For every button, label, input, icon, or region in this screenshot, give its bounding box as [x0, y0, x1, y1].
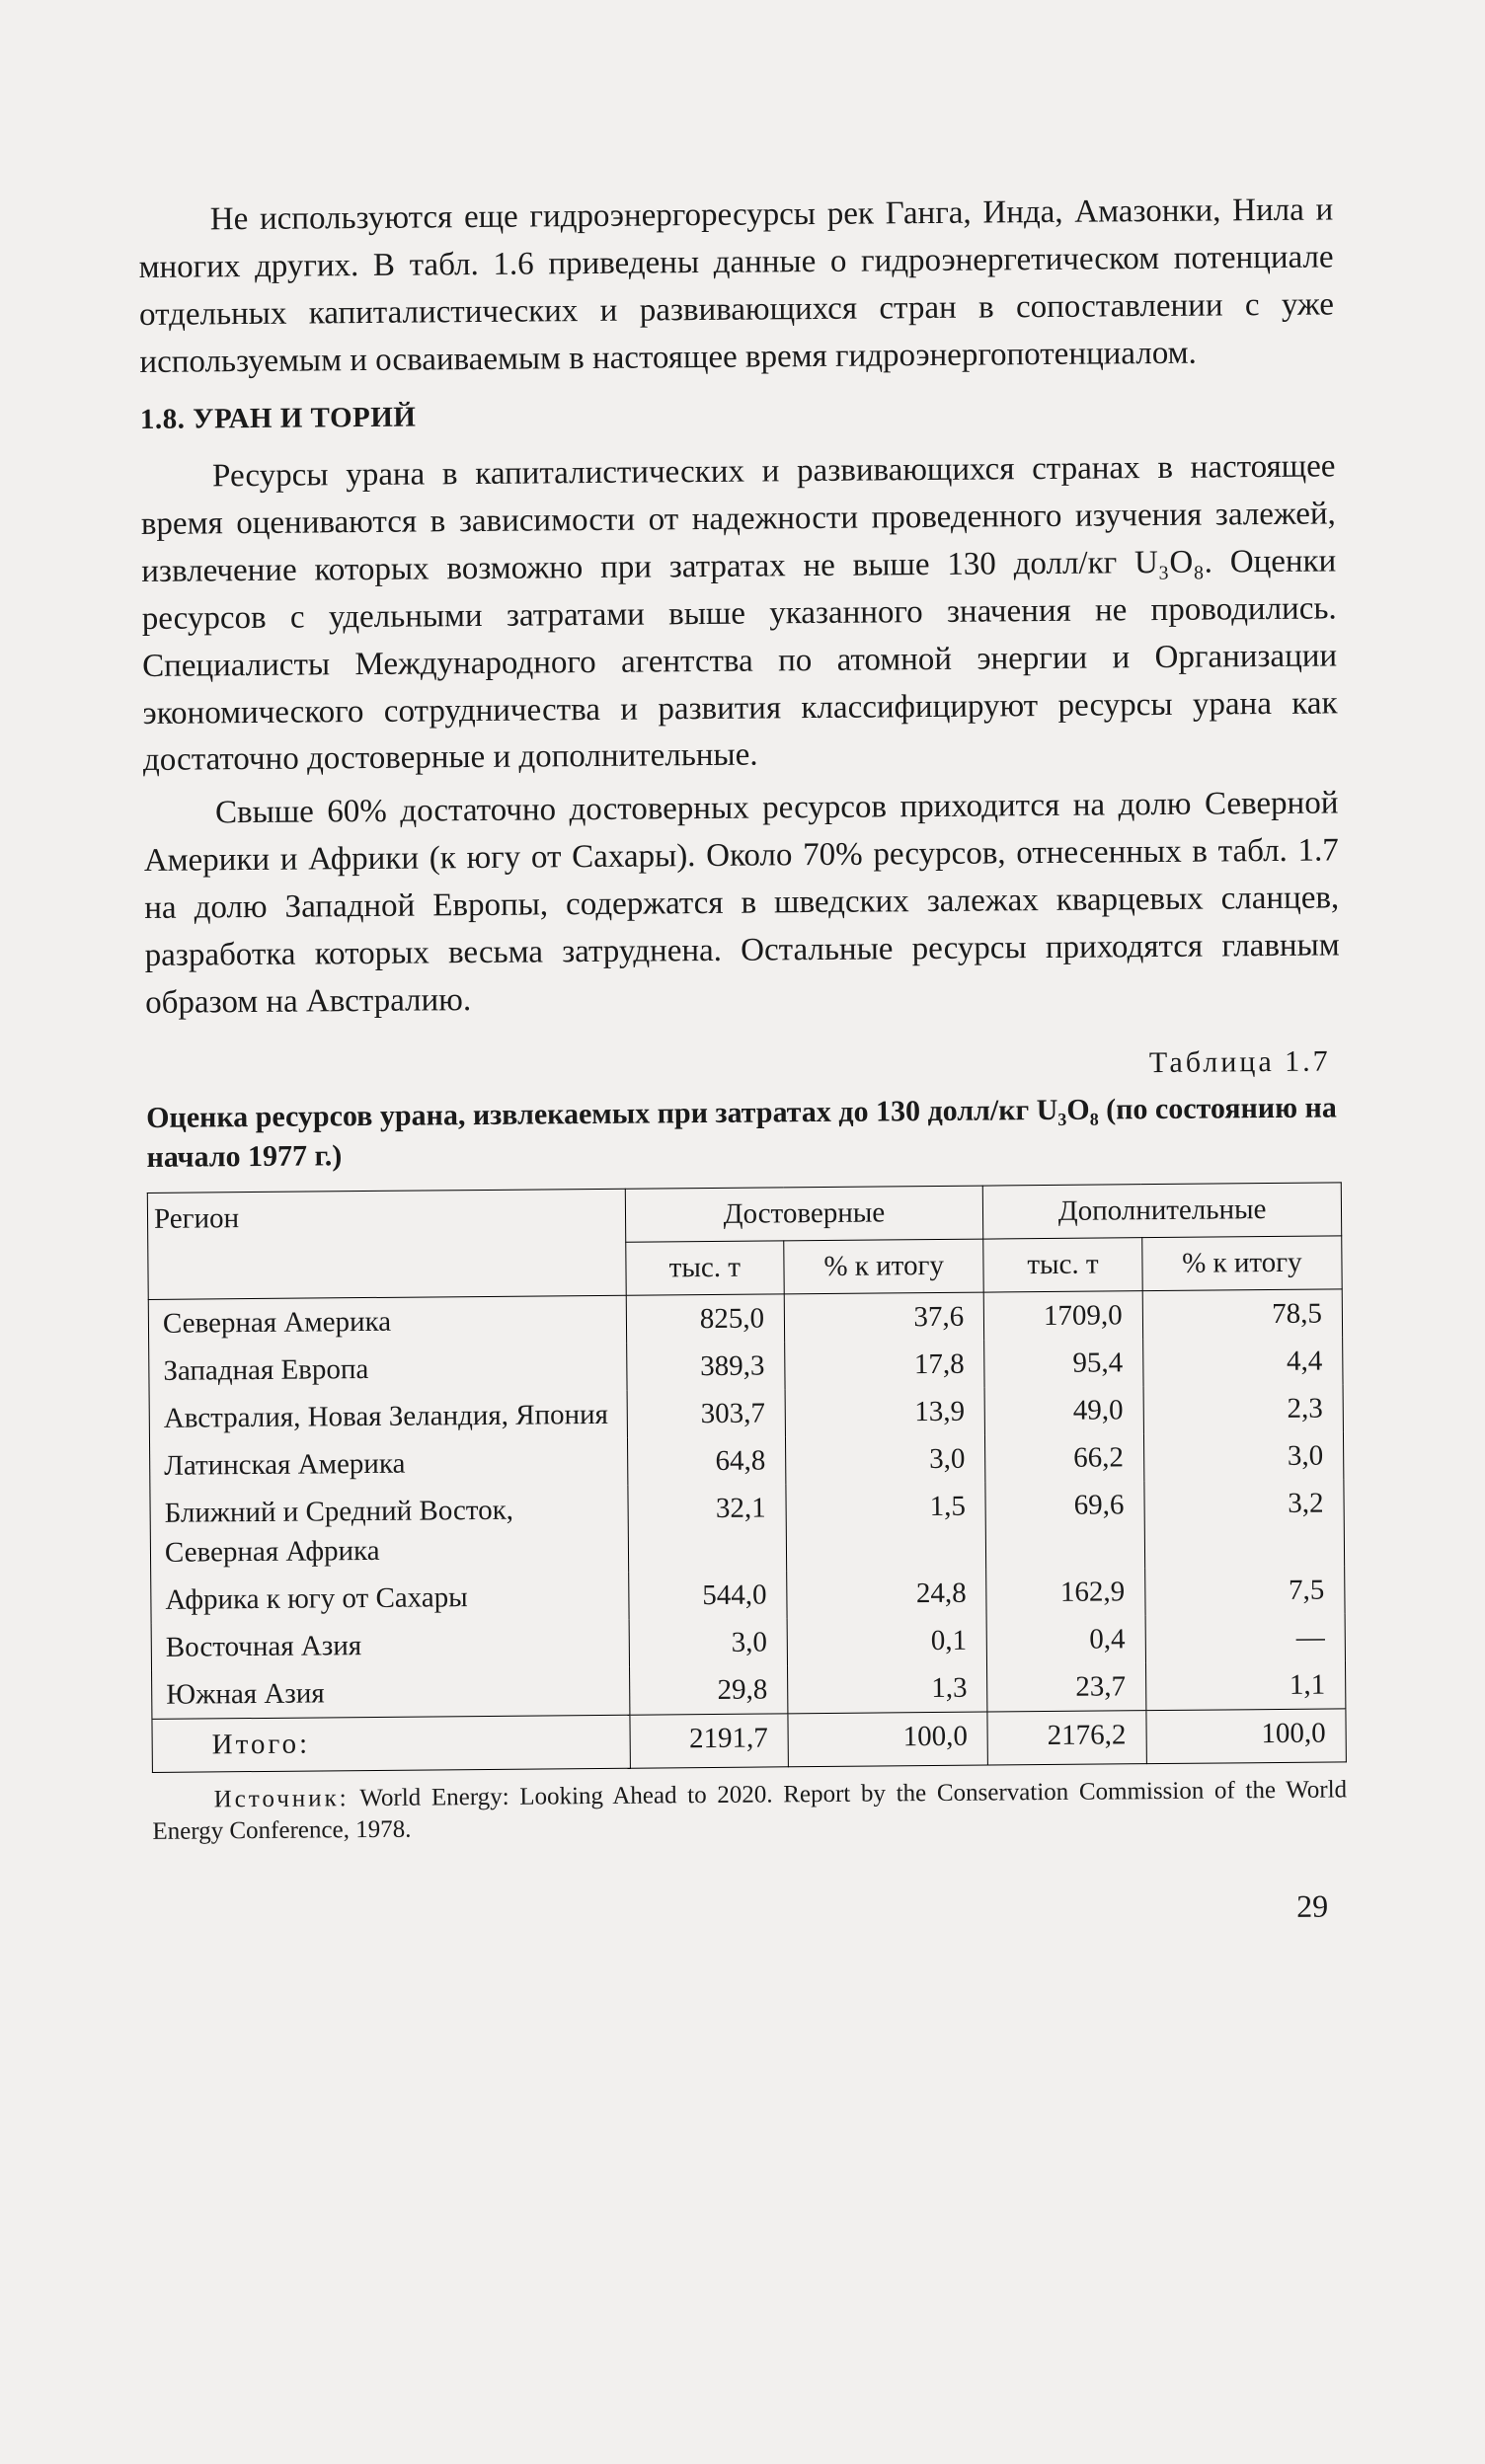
col-group-reliable: Достоверные [625, 1186, 983, 1242]
col-reliable-pct: % к итогу [784, 1239, 984, 1294]
cell-b1: 1709,0 [983, 1290, 1142, 1340]
cell-b2: 4,4 [1142, 1337, 1343, 1386]
cell-region: Западная Европа [149, 1343, 627, 1394]
cell-a2: 13,9 [785, 1387, 985, 1436]
cell-a2: 1,3 [788, 1663, 988, 1713]
table-label: Таблица 1.7 [146, 1044, 1331, 1088]
table-caption: Оценка ресурсов урана, извлекаемых при з… [146, 1088, 1342, 1179]
cell-a1: 544,0 [628, 1571, 787, 1619]
cell-a2: 17,8 [785, 1340, 985, 1389]
cell-region: Восточная Азия [151, 1619, 629, 1670]
cell-b2: 3,0 [1143, 1431, 1344, 1481]
table-total-row: Итого: 2191,7 100,0 2176,2 100,0 [152, 1709, 1346, 1773]
paragraph-3: Свыше 60% достаточно достоверных ресурсо… [143, 781, 1340, 1028]
col-additional-pct: % к итогу [1142, 1235, 1343, 1290]
cell-b1: 69,6 [985, 1481, 1144, 1569]
cell-b1: 49,0 [984, 1386, 1143, 1434]
total-b2: 100,0 [1146, 1709, 1347, 1764]
uranium-table: Регион Достоверные Дополнительные тыс. т… [147, 1182, 1347, 1773]
cell-b2: 7,5 [1144, 1566, 1345, 1615]
cell-b2: 3,2 [1144, 1479, 1345, 1568]
cell-region: Латинская Америка [150, 1437, 628, 1489]
cell-a1: 29,8 [629, 1665, 788, 1715]
cell-region: Южная Азия [152, 1666, 630, 1719]
cell-b2: 78,5 [1142, 1288, 1343, 1338]
section-heading: 1.8. УРАН И ТОРИЙ [140, 394, 1335, 437]
total-b1: 2176,2 [987, 1710, 1146, 1764]
source-label: Источник: [214, 1785, 350, 1812]
cell-a1: 389,3 [626, 1342, 785, 1390]
cell-a2: 1,5 [786, 1482, 986, 1571]
cell-b2: 2,3 [1143, 1384, 1344, 1433]
cell-region: Северная Америка [148, 1295, 626, 1348]
page-number: 29 [153, 1887, 1328, 1934]
cell-region: Ближний и Средний Восток, Северная Африк… [150, 1485, 628, 1576]
cell-region: Африка к югу от Сахары [151, 1572, 629, 1623]
cell-b1: 95,4 [984, 1339, 1143, 1387]
total-a1: 2191,7 [630, 1713, 789, 1767]
cell-a2: 0,1 [787, 1616, 987, 1665]
col-group-additional: Дополнительные [983, 1182, 1342, 1238]
page-content: Не используются еще гидроэнергоресурсы р… [138, 187, 1348, 1934]
table-row: Ближний и Средний Восток, Северная Африк… [150, 1479, 1345, 1577]
cell-b1: 66,2 [985, 1433, 1144, 1482]
cell-a1: 64,8 [627, 1436, 786, 1485]
total-label: Итого: [152, 1715, 630, 1772]
cell-b1: 0,4 [986, 1615, 1145, 1663]
cell-a2: 24,8 [787, 1569, 987, 1618]
cell-b2: — [1145, 1613, 1346, 1662]
cell-a1: 825,0 [626, 1293, 785, 1343]
cell-a1: 3,0 [629, 1618, 788, 1666]
col-reliable-kt: тыс. т [625, 1240, 784, 1294]
cell-a1: 303,7 [627, 1389, 786, 1437]
col-region: Регион [147, 1189, 626, 1299]
cell-b1: 162,9 [986, 1568, 1145, 1616]
total-a2: 100,0 [788, 1712, 988, 1767]
table-body: Северная Америка 825,0 37,6 1709,0 78,5 … [148, 1288, 1346, 1772]
cell-b1: 23,7 [987, 1662, 1146, 1712]
cell-a1: 32,1 [627, 1484, 786, 1572]
cell-a2: 37,6 [784, 1292, 984, 1342]
cell-b2: 1,1 [1145, 1660, 1346, 1710]
cell-a2: 3,0 [786, 1434, 986, 1484]
paragraph-2: Ресурсы урана в капиталистических и разв… [140, 444, 1338, 785]
paragraph-1: Не используются еще гидроэнергоресурсы р… [138, 187, 1335, 386]
cell-region: Австралия, Новая Зеландия, Япония [149, 1390, 627, 1441]
col-additional-kt: тыс. т [983, 1237, 1142, 1291]
source-note: Источник: World Energy: Looking Ahead to… [152, 1774, 1348, 1849]
